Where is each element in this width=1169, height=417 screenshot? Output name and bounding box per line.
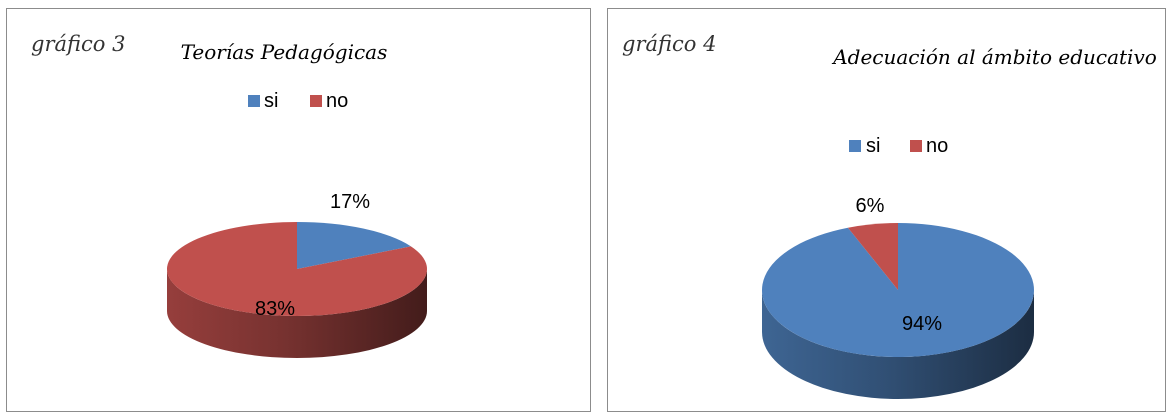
pie-side-si bbox=[762, 290, 1034, 399]
legend-swatch-no bbox=[910, 140, 922, 152]
legend-label-si: si bbox=[264, 90, 278, 112]
data-label-si: 94% bbox=[902, 313, 942, 335]
figure-label: gráfico 3 bbox=[31, 32, 125, 56]
chart-svg: gráfico 3 Teorías Pedagógicas si no 17% … bbox=[31, 32, 427, 358]
data-label-si: 17% bbox=[330, 191, 370, 213]
figure-label: gráfico 4 bbox=[622, 32, 716, 56]
data-label-no: 6% bbox=[856, 195, 885, 217]
legend-swatch-si bbox=[849, 140, 861, 152]
pie-slice-si bbox=[761, 223, 1034, 358]
chart-panel-adecuacion: gráfico 4 Adecuación al ámbito educativo… bbox=[607, 8, 1166, 412]
pie-slice-si bbox=[297, 222, 411, 269]
chart-panel-teorias: gráfico 3 Teorías Pedagógicas si no 17% … bbox=[6, 8, 591, 412]
chart-title: Adecuación al ámbito educativo bbox=[831, 45, 1157, 69]
pie-group bbox=[166, 222, 427, 358]
legend-swatch-si bbox=[248, 95, 260, 107]
legend-label-si: si bbox=[866, 135, 880, 157]
data-label-no: 83% bbox=[255, 298, 295, 320]
legend-label-no: no bbox=[926, 135, 948, 157]
pie-side-no bbox=[167, 269, 427, 358]
pie-slice-no bbox=[847, 223, 898, 290]
pie-slice-no bbox=[166, 222, 427, 316]
pie-group bbox=[761, 223, 1034, 399]
legend-swatch-no bbox=[310, 95, 322, 107]
chart-title: Teorías Pedagógicas bbox=[181, 40, 388, 64]
chart-svg: gráfico 4 Adecuación al ámbito educativo… bbox=[622, 32, 1157, 399]
legend-label-no: no bbox=[326, 90, 348, 112]
